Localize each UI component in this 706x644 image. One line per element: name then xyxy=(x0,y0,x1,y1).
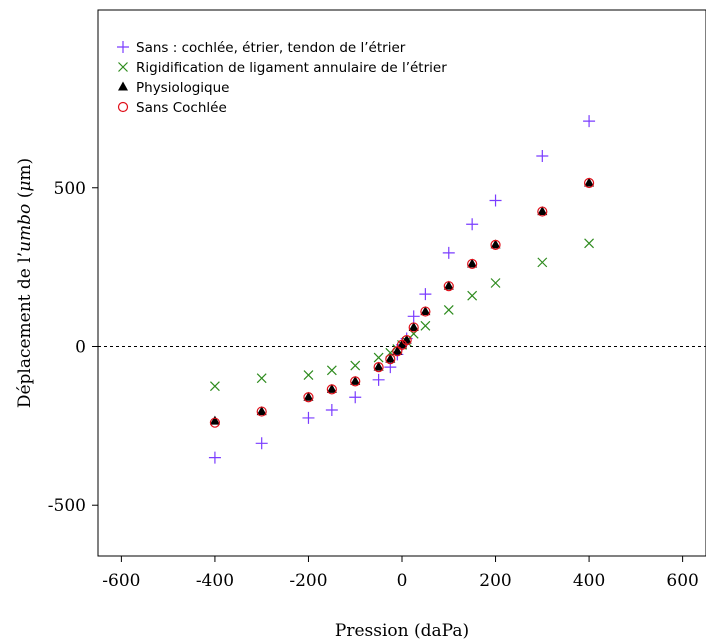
data-point-circle xyxy=(420,306,431,317)
data-point-circle xyxy=(537,206,548,217)
data-point-cross xyxy=(537,257,548,268)
x-tick-label: -200 xyxy=(289,571,327,591)
series-plus xyxy=(208,115,596,464)
x-tick-label: -600 xyxy=(102,571,140,591)
data-point-cross xyxy=(490,278,501,288)
legend-label: Sans : cochlée, étrier, tendon de l’étri… xyxy=(136,40,406,56)
data-point-circle xyxy=(408,322,419,333)
data-point-plus xyxy=(536,150,549,163)
data-point-circle xyxy=(209,417,221,428)
data-point-triangle xyxy=(490,239,501,249)
series-cross xyxy=(209,238,595,392)
legend-marker-cross xyxy=(118,62,128,72)
data-point-plus xyxy=(255,437,268,450)
legend-marker-triangle xyxy=(118,81,128,91)
legend-marker-circle xyxy=(117,101,129,113)
legend-label: Sans Cochlée xyxy=(136,100,227,116)
data-point-triangle xyxy=(537,206,548,216)
data-point-circle xyxy=(443,281,454,292)
data-point-cross xyxy=(256,373,267,384)
data-point-triangle xyxy=(584,177,595,187)
data-point-circle xyxy=(401,335,412,346)
y-axis-title-umbo: umbo xyxy=(15,204,35,252)
data-point-triangle xyxy=(350,375,361,385)
data-point-plus xyxy=(349,391,362,404)
y-axis: -500 0 500 xyxy=(48,179,98,516)
y-axis-title-part-3: ( xyxy=(15,192,35,204)
series-circle xyxy=(209,177,595,428)
data-point-plus xyxy=(384,361,397,374)
data-point-circle xyxy=(303,392,314,403)
data-point-cross xyxy=(209,381,220,392)
x-tick-label: -400 xyxy=(196,571,234,591)
data-point-triangle xyxy=(385,353,396,363)
data-point-circle xyxy=(467,258,478,270)
data-point-plus xyxy=(466,218,479,231)
data-point-triangle xyxy=(392,345,403,355)
data-point-plus xyxy=(325,403,338,416)
data-point-triangle xyxy=(397,339,407,349)
data-point-cross xyxy=(420,320,431,331)
data-point-triangle xyxy=(408,321,419,331)
data-point-cross xyxy=(350,360,361,371)
data-point-plus xyxy=(442,246,455,259)
data-point-cross xyxy=(303,370,314,380)
data-point-plus xyxy=(302,411,315,424)
y-tick-label: 500 xyxy=(54,179,86,199)
data-point-cross xyxy=(373,352,384,363)
legend-label: Physiologique xyxy=(136,80,230,96)
x-axis-title: Pression (daPa) xyxy=(335,621,469,641)
data-point-cross xyxy=(467,290,478,301)
data-point-triangle xyxy=(256,406,267,416)
data-point-triangle xyxy=(443,280,454,290)
data-point-cross xyxy=(443,305,454,315)
data-point-triangle xyxy=(467,258,478,268)
data-point-circle xyxy=(350,376,361,387)
data-point-cross xyxy=(326,365,337,376)
data-point-cross xyxy=(584,238,595,249)
data-point-circle xyxy=(490,239,501,251)
y-axis-title-mu: μ xyxy=(15,181,35,192)
data-point-circle xyxy=(373,362,384,373)
data-point-plus xyxy=(489,194,502,207)
data-point-circle xyxy=(326,384,337,395)
y-axis-title-part-1: Déplacement de l’ xyxy=(15,252,35,408)
data-point-triangle xyxy=(326,383,337,393)
data-series xyxy=(208,115,596,464)
x-tick-label: 400 xyxy=(573,571,605,591)
data-point-plus xyxy=(372,373,385,386)
data-point-plus xyxy=(419,288,432,301)
data-point-triangle xyxy=(303,391,314,401)
data-point-circle xyxy=(385,354,396,365)
y-axis-title: Déplacement de l’umbo (μm) xyxy=(15,158,35,408)
x-tick-label: 200 xyxy=(479,571,511,591)
y-axis-title-part-5: m) xyxy=(15,158,35,181)
data-point-circle xyxy=(256,406,267,417)
x-tick-label: 0 xyxy=(397,571,408,591)
legend: Sans : cochlée, étrier, tendon de l’étri… xyxy=(117,40,447,116)
x-tick-label: 600 xyxy=(666,571,698,591)
y-tick-label: -500 xyxy=(48,496,86,516)
data-point-circle xyxy=(583,177,595,189)
data-point-plus xyxy=(208,451,221,464)
series-triangle xyxy=(209,177,595,425)
data-point-triangle xyxy=(209,415,220,425)
data-point-triangle xyxy=(373,361,384,371)
legend-label: Rigidification de ligament annulaire de … xyxy=(136,60,447,76)
y-tick-label: 0 xyxy=(75,337,86,357)
legend-marker-plus xyxy=(117,41,129,53)
data-point-plus xyxy=(407,310,420,323)
data-point-plus xyxy=(583,115,596,128)
data-point-triangle xyxy=(420,306,431,316)
x-axis: -600 -400 -200 0 200 400 600 xyxy=(102,556,699,591)
